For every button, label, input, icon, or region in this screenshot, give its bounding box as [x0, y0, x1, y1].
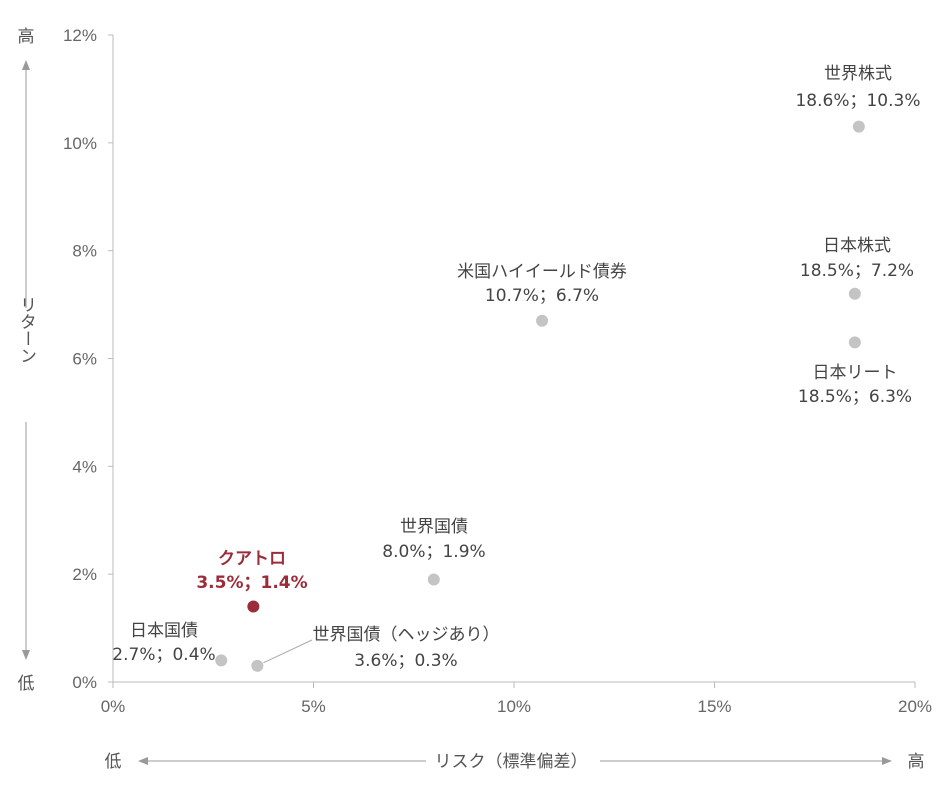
arrow-down-icon — [22, 650, 30, 660]
x-tick-label: 0% — [101, 697, 126, 716]
arrow-up-icon — [22, 60, 30, 70]
y-tick-label: 8% — [72, 242, 97, 261]
y-axis-high-label: 高 — [18, 27, 35, 47]
data-point — [848, 336, 861, 349]
point-name-label: 米国ハイイールド債券 — [457, 262, 627, 282]
point-name-label: 世界国債（ヘッジあり） — [313, 625, 500, 645]
x-tick-label: 5% — [301, 697, 326, 716]
data-point — [427, 573, 440, 586]
x-axis-high-label: 高 — [908, 752, 925, 772]
point-value-label: 2.7%；0.4% — [112, 645, 215, 665]
data-point — [251, 659, 264, 672]
point-value-label: 3.5%；1.4% — [196, 573, 307, 593]
data-point — [848, 287, 861, 300]
y-tick-label: 6% — [72, 350, 97, 369]
point-value-label: 8.0%；1.9% — [382, 542, 485, 562]
y-tick-label: 0% — [72, 673, 97, 692]
point-name-label: 日本株式 — [823, 236, 891, 256]
y-tick-label: 4% — [72, 457, 97, 476]
point-value-label: 3.6%；0.3% — [354, 651, 457, 671]
data-point — [215, 654, 228, 667]
y-tick-label: 12% — [63, 26, 97, 45]
y-tick-label: 2% — [72, 565, 97, 584]
data-point — [852, 120, 865, 133]
data-point — [536, 314, 549, 327]
point-name-label: 世界株式 — [824, 64, 892, 84]
point-name-label: 日本国債 — [130, 621, 198, 641]
x-tick-label: 15% — [697, 697, 731, 716]
point-value-label: 18.5%；7.2% — [800, 261, 914, 281]
point-value-label: 18.5%；6.3% — [798, 387, 912, 407]
x-axis-low-label: 低 — [105, 752, 122, 772]
arrow-left-icon — [138, 757, 148, 765]
point-name-label: クアトロ — [218, 549, 286, 569]
point-name-label: 日本リート — [813, 363, 898, 383]
y-tick-label: 10% — [63, 134, 97, 153]
arrow-right-icon — [882, 757, 892, 765]
point-value-label: 18.6%；10.3% — [795, 91, 920, 111]
highlight-point — [247, 600, 260, 613]
point-name-label: 世界国債 — [400, 517, 468, 537]
x-axis-title: リスク（標準偏差） — [435, 752, 588, 772]
point-value-label: 10.7%；6.7% — [485, 286, 599, 306]
x-tick-label: 20% — [898, 697, 932, 716]
leader-line — [263, 639, 313, 664]
y-axis-title: リターン — [16, 296, 36, 364]
x-tick-label: 10% — [497, 697, 531, 716]
y-axis-low-label: 低 — [18, 674, 35, 694]
